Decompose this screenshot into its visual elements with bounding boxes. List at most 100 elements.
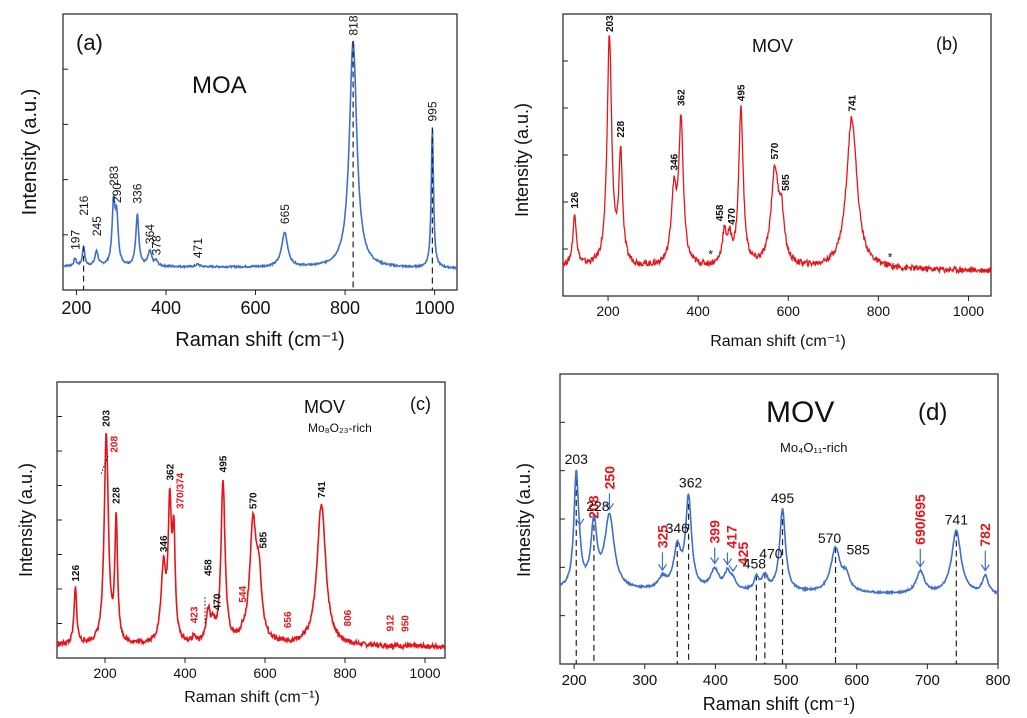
peak-label-806: 806: [343, 609, 354, 626]
peak-label-995: 995: [426, 101, 440, 121]
x-tick-label: 300: [632, 672, 657, 689]
peak-label-370/374: 370/374: [175, 472, 186, 509]
panel-a-spectrum-line: [62, 40, 458, 271]
panel-b-yticks: [563, 60, 568, 250]
peak-label-912: 912: [385, 614, 396, 631]
panel-c: 200 400 600 800 1000 126 203 208 228 346 362370/3…: [16, 381, 446, 706]
x-tick-label: 1000: [409, 665, 440, 681]
peak-label-362: 362: [679, 475, 703, 491]
x-tick-label: 200: [562, 672, 587, 689]
peak-label-362: 362: [677, 89, 688, 106]
peak-label-471: 471: [191, 238, 205, 258]
arrow-head-208: [575, 518, 585, 526]
x-tick-label: 600: [253, 665, 277, 681]
panel-b-xticks: 200 400 600 800 1000: [596, 296, 984, 319]
peak-label-425: 425: [735, 542, 751, 566]
impurity-marker: *: [708, 248, 713, 262]
panel-b-ylabel: Intensity (a.u.): [512, 103, 532, 217]
peak-label-495: 495: [771, 490, 795, 506]
peak-label-203: 203: [102, 410, 113, 427]
peak-label-665: 665: [278, 204, 292, 224]
panel-a-yticks: [63, 68, 68, 236]
peak-label-585: 585: [846, 542, 870, 558]
peak-label-458: 458: [743, 556, 767, 572]
peak-label-362: 362: [165, 463, 176, 480]
x-tick-label: 600: [844, 672, 869, 689]
peak-label-346: 346: [666, 520, 690, 536]
peak-label-283: 283: [107, 166, 121, 186]
peak-label-470: 470: [213, 593, 224, 610]
x-tick-label: 700: [915, 672, 940, 689]
panel-c-ylabel: Intensity (a.u.): [16, 463, 36, 577]
peak-label-208: 208: [110, 436, 121, 453]
peak-label-570: 570: [770, 142, 781, 159]
panel-d-xticks: 200 300 400 500 600 700 800: [562, 664, 1011, 689]
panel-d-yticks: [560, 421, 565, 617]
panel-a-xticks: 200 400 600 800 1000: [61, 290, 455, 318]
panel-a-frame: [62, 13, 458, 291]
peak-label-417: 417: [723, 525, 739, 549]
x-tick-label: 800: [867, 303, 891, 319]
x-tick-label: 500: [774, 672, 799, 689]
x-tick-label: 200: [93, 665, 117, 681]
panel-c-title: MOV: [304, 397, 345, 417]
arrow-head-325: [657, 563, 667, 572]
peak-label-585: 585: [781, 174, 792, 191]
panel-d-subtitle: Mo₄O₁₁-rich: [780, 440, 848, 455]
panel-a-tag: (a): [76, 30, 103, 55]
peak-label-346: 346: [669, 153, 680, 170]
peak-label-495: 495: [736, 84, 747, 101]
peak-label-208: 208: [586, 495, 602, 519]
peak-label-458: 458: [715, 204, 726, 221]
peak-label-364: 364: [143, 224, 157, 244]
peak-label-585: 585: [259, 531, 270, 548]
panel-a-ylabel: Intensity (a.u.): [19, 89, 41, 216]
peak-label-245: 245: [90, 216, 104, 236]
x-tick-label: 800: [985, 672, 1010, 689]
peak-label-570: 570: [818, 530, 842, 546]
panel-a-title: MOA: [192, 72, 247, 99]
x-tick-label: 800: [333, 665, 357, 681]
peak-label-423: 423: [190, 606, 201, 623]
peak-label-325: 325: [654, 525, 670, 549]
peak-label-378: 378: [149, 235, 163, 255]
arrow-head-399: [710, 557, 720, 565]
x-tick-label: 1000: [415, 298, 455, 318]
peak-label-741: 741: [945, 511, 969, 527]
panel-c-spectrum-line: [56, 433, 446, 651]
peak-label-336: 336: [131, 183, 145, 203]
x-tick-label: 200: [61, 298, 91, 318]
peak-label-818: 818: [346, 15, 360, 35]
x-tick-label: 400: [686, 303, 710, 319]
peak-label-782: 782: [977, 523, 993, 547]
peak-label-126: 126: [570, 191, 581, 208]
x-tick-label: 400: [151, 298, 181, 318]
panel-b-tag: (b): [936, 34, 958, 54]
panel-d-red-arrows: [575, 493, 990, 573]
peak-label-544: 544: [238, 586, 249, 603]
peak-label-197: 197: [68, 230, 82, 250]
panel-d-title: MOV: [766, 396, 834, 429]
arrow-head-690/695: [915, 560, 925, 568]
peak-label-399: 399: [707, 520, 723, 544]
arrow-head-417: [722, 558, 732, 566]
panel-d-ylabel: Intnesity (a.u.): [514, 463, 534, 577]
peak-label-470: 470: [759, 545, 783, 561]
peak-label-126: 126: [71, 565, 82, 582]
arrow-head-782: [980, 564, 990, 572]
peak-label-950: 950: [401, 615, 412, 632]
peak-label-741: 741: [317, 481, 328, 498]
x-tick-label: 800: [330, 298, 360, 318]
peak-label-228: 228: [586, 498, 610, 514]
panel-c-xlabel: Raman shift (cm⁻¹): [184, 689, 320, 706]
peak-label-741: 741: [847, 94, 858, 111]
panel-a-xlabel: Raman shift (cm⁻¹): [175, 329, 344, 351]
arrow-head-250: [604, 503, 614, 511]
x-tick-label: 600: [777, 303, 801, 319]
arrow-head-425: [728, 564, 738, 573]
panel-b-title: MOV: [752, 36, 793, 56]
